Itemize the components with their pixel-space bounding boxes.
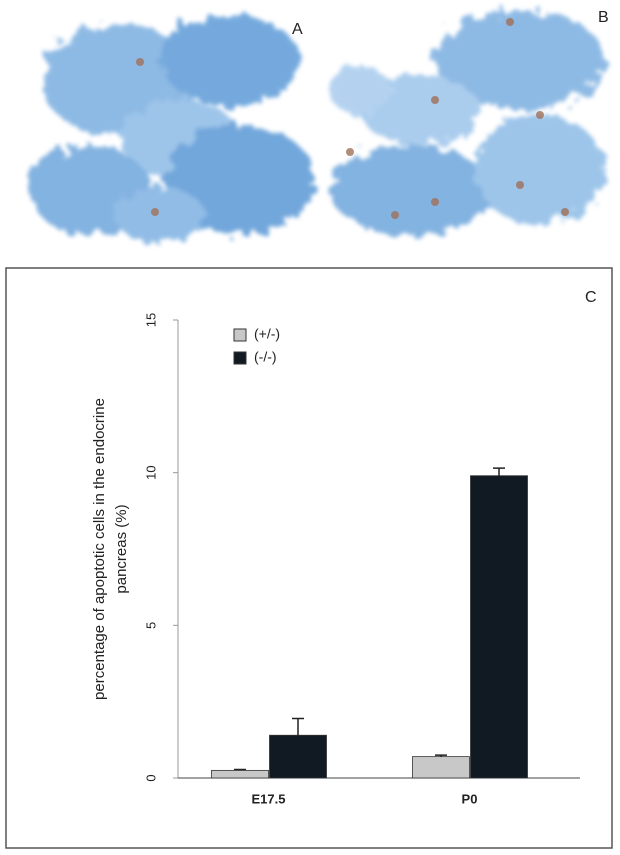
legend-label: (-/-) xyxy=(254,349,277,365)
bar xyxy=(212,770,269,778)
x-tick-label: P0 xyxy=(462,791,478,806)
y-tick-label: 10 xyxy=(143,465,158,479)
legend-label: (+/-) xyxy=(254,326,280,342)
panel-label: A xyxy=(292,21,303,38)
panel-label: C xyxy=(585,289,597,306)
bar xyxy=(471,476,528,778)
y-tick-label: 5 xyxy=(143,622,158,629)
legend-swatch xyxy=(234,329,246,341)
y-axis-label: pancreas (%) xyxy=(113,504,130,593)
micrograph-a xyxy=(30,15,315,243)
y-tick-label: 0 xyxy=(143,774,158,781)
panel-label: B xyxy=(598,9,609,26)
y-axis-label: percentage of apoptotic cells in the end… xyxy=(91,398,108,700)
x-tick-label: E17.5 xyxy=(252,791,286,806)
error-bar xyxy=(292,718,304,735)
figure: A B C 0 5 10 15 percentage of apoptotic cell… xyxy=(0,0,620,850)
legend-swatch xyxy=(234,352,246,364)
y-tick-label: 15 xyxy=(143,313,158,327)
error-bar xyxy=(493,468,505,476)
bar xyxy=(413,757,470,778)
bar xyxy=(270,735,327,778)
micrograph-b xyxy=(330,10,605,235)
